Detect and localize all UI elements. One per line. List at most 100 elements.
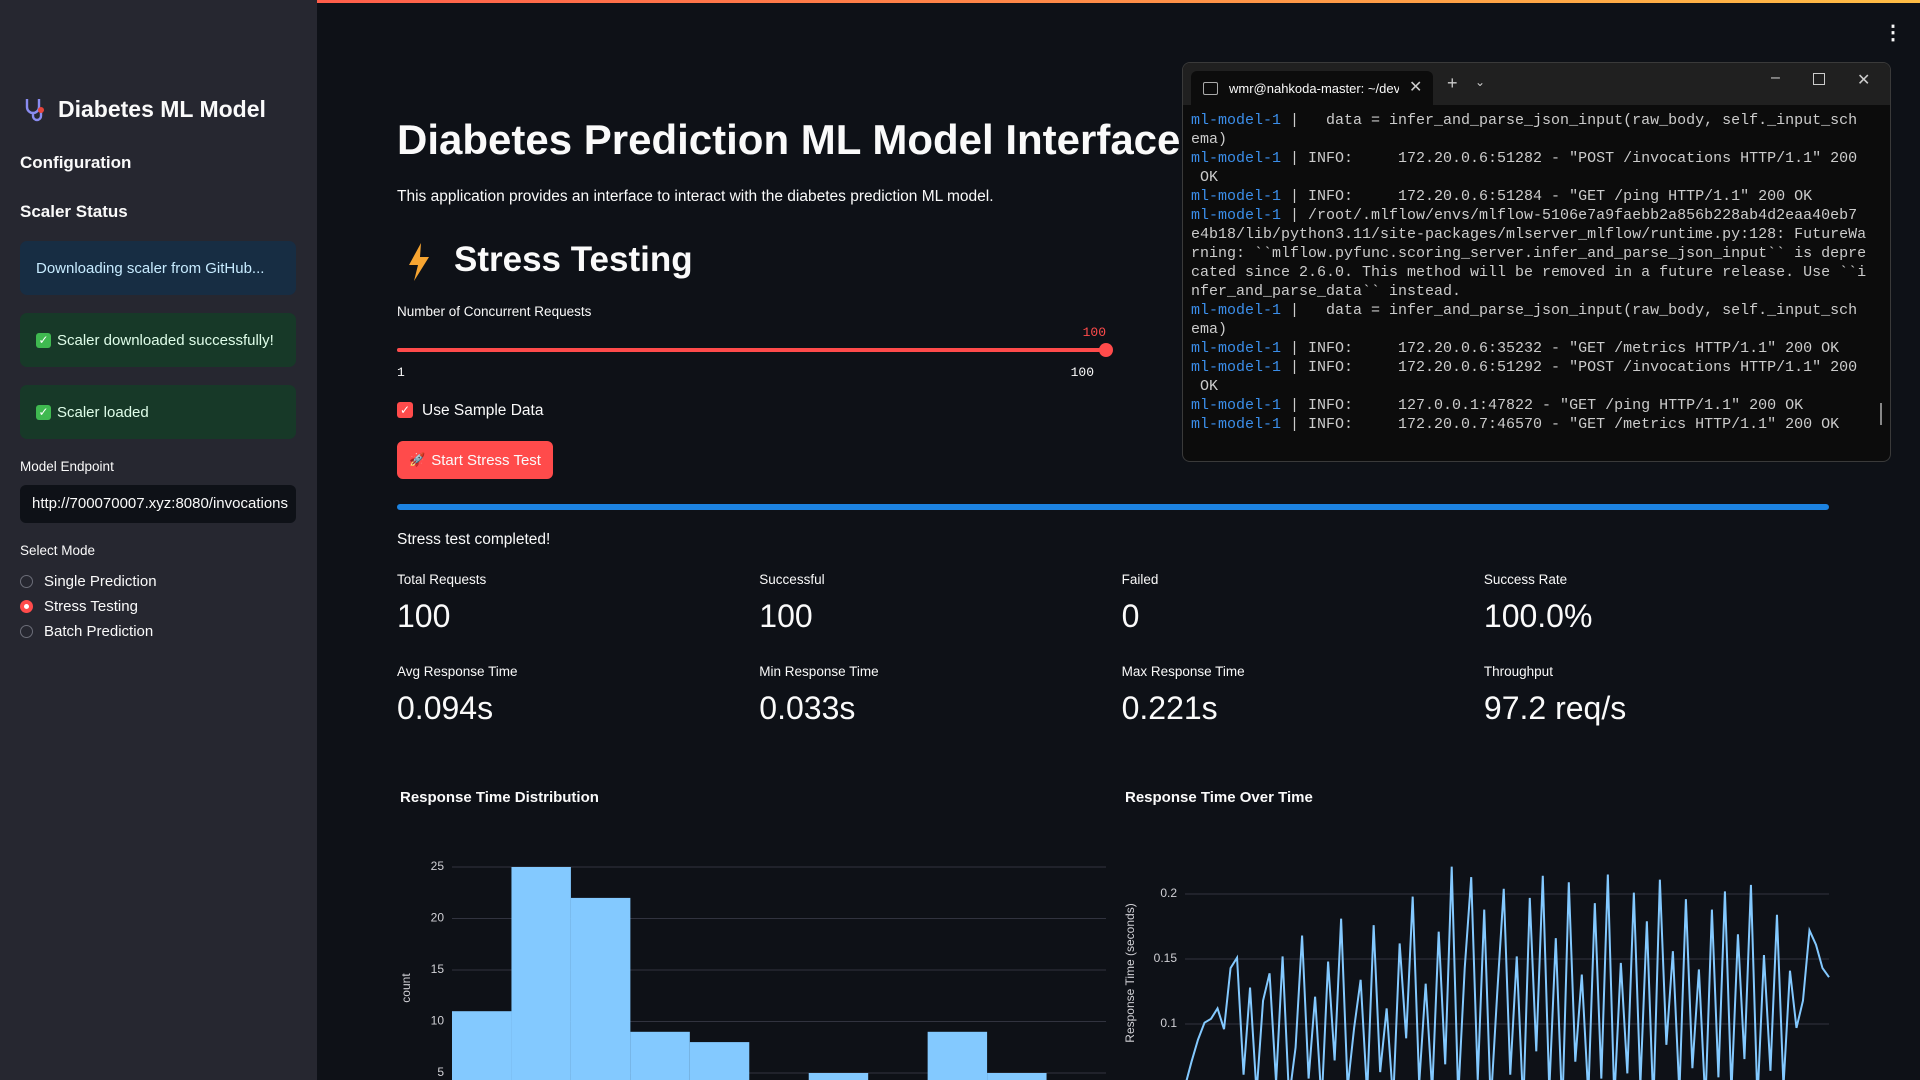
section-heading: Configuration <box>20 153 132 172</box>
message-text: Scaler loaded <box>57 403 149 421</box>
metric-label: Total Requests <box>397 572 487 587</box>
terminal-line: ema) <box>1191 320 1227 339</box>
radio-option[interactable]: Stress Testing <box>20 598 138 615</box>
line-text: OK <box>1191 378 1219 395</box>
button-label: Start Stress Test <box>431 451 541 469</box>
page-title: Diabetes Prediction ML Model Interface <box>397 116 1181 163</box>
terminal-tabbar: wmr@nahkoda-master: ~/dev ✕ + ⌄ – ✕ <box>1183 63 1890 105</box>
terminal-line: OK <box>1191 168 1218 187</box>
line-text: | INFO: 172.20.0.7:46570 - "GET /metrics… <box>1281 416 1840 433</box>
terminal-tab[interactable]: wmr@nahkoda-master: ~/dev ✕ <box>1191 71 1433 105</box>
line-text: | data = infer_and_parse_json_input(raw_… <box>1281 302 1858 319</box>
line-text: | INFO: 172.20.0.6:51284 - "GET /ping HT… <box>1281 188 1813 205</box>
service-name: ml-model-1 <box>1191 359 1282 376</box>
slider-max: 100 <box>1070 365 1094 380</box>
line-text: e4b18/lib/python3.11/site-packages/mlser… <box>1191 226 1867 243</box>
tab-dropdown[interactable]: ⌄ <box>1475 75 1486 89</box>
status-message: Downloading scaler from GitHub... <box>20 241 296 295</box>
y-tick-label: 20 <box>431 911 445 925</box>
metric-value: 0 <box>1121 598 1140 634</box>
y-axis-title: Response Time (seconds) <box>1123 903 1137 1042</box>
line-text: | INFO: 172.20.0.6:51282 - "POST /invoca… <box>1281 150 1858 167</box>
service-name: ml-model-1 <box>1191 416 1282 433</box>
menu-button[interactable]: ⋮ <box>1883 22 1903 44</box>
service-name: ml-model-1 <box>1191 207 1282 224</box>
start-button[interactable]: 🚀 Start Stress Test <box>397 441 553 479</box>
y-tick-label: 0.2 <box>1160 886 1177 900</box>
line-text: | INFO: 127.0.0.1:47822 - "GET /ping HTT… <box>1281 397 1804 414</box>
terminal-line: ml-model-1 | INFO: 172.20.0.6:51284 - "G… <box>1191 187 1812 206</box>
metric-label: Success Rate <box>1483 572 1568 587</box>
metric-label: Min Response Time <box>759 664 879 679</box>
metric-value: 100.0% <box>1483 598 1593 634</box>
service-name: ml-model-1 <box>1191 188 1282 205</box>
chart-title: Response Time Over Time <box>1125 789 1313 806</box>
status-message: ✓ Scaler downloaded successfully! <box>20 313 296 367</box>
tab-icon <box>1203 82 1218 95</box>
sidebar: Diabetes ML Model Configuration Scaler S… <box>0 0 317 1080</box>
line-text: ema) <box>1191 131 1228 148</box>
slider-thumb <box>1099 343 1113 357</box>
line-text: rning: ``mlflow.pyfunc.scoring_server.in… <box>1191 245 1867 262</box>
metric-label: Failed <box>1121 572 1159 587</box>
slider-min: 1 <box>397 365 405 380</box>
chart-title: Response Time Distribution <box>400 789 599 806</box>
radio-dot <box>20 600 33 613</box>
terminal-line: ml-model-1 | data = infer_and_parse_json… <box>1191 111 1857 130</box>
service-name: ml-model-1 <box>1191 302 1282 319</box>
bolt-icon <box>409 243 429 281</box>
terminal-line: ml-model-1 | INFO: 172.20.0.6:51282 - "P… <box>1191 149 1857 168</box>
terminal-line: ml-model-1 | INFO: 172.20.0.6:35232 - "G… <box>1191 339 1839 358</box>
section-heading: Scaler Status <box>20 202 128 221</box>
slider-fill <box>397 348 1106 352</box>
maximize[interactable] <box>1813 73 1825 85</box>
radio-option[interactable]: Batch Prediction <box>20 623 153 640</box>
terminal-line: cated since 2.6.0. This method will be r… <box>1191 263 1866 282</box>
line-text: cated since 2.6.0. This method will be r… <box>1191 264 1867 281</box>
minimize[interactable]: – <box>1771 69 1780 86</box>
scrollbar <box>1880 403 1882 425</box>
histogram-bar <box>570 897 631 1080</box>
app-icon <box>25 99 44 122</box>
endpoint-input[interactable]: http://700070007.xyz:8080/invocations <box>20 485 296 523</box>
histogram-bar <box>452 1011 512 1080</box>
service-name: ml-model-1 <box>1191 397 1282 414</box>
message-text: Scaler downloaded successfully! <box>57 331 274 349</box>
histogram-bar <box>987 1073 1047 1080</box>
histogram-bar <box>511 867 571 1080</box>
terminal-line: rning: ``mlflow.pyfunc.scoring_server.in… <box>1191 244 1866 263</box>
y-tick-label: 25 <box>431 859 445 873</box>
line-series <box>1185 866 1830 1080</box>
radio-label: Batch Prediction <box>44 623 154 640</box>
histogram-bar <box>630 1031 690 1080</box>
new-tab[interactable]: + <box>1447 73 1458 93</box>
sidebar-title: Diabetes ML Model <box>58 96 266 122</box>
checkbox[interactable]: ✓ <box>397 402 413 418</box>
check-icon: ✓ <box>36 332 51 348</box>
line-text: | INFO: 172.20.0.6:35232 - "GET /metrics… <box>1281 340 1840 357</box>
status-text: Stress test completed! <box>397 531 551 548</box>
metric-value: 0.094s <box>397 690 494 726</box>
close[interactable]: ✕ <box>1857 72 1871 89</box>
radio-option[interactable]: Single Prediction <box>20 573 157 590</box>
metric-value: 0.221s <box>1121 690 1218 726</box>
y-axis-title: count <box>399 973 413 1003</box>
terminal-line: ml-model-1 | /root/.mlflow/envs/mlflow-5… <box>1191 206 1857 225</box>
line-text: nfer_and_parse_data`` instead. <box>1191 283 1462 300</box>
line-text: | data = infer_and_parse_json_input(raw_… <box>1281 112 1858 129</box>
message-text: Downloading scaler from GitHub... <box>36 259 265 277</box>
y-tick-label: 15 <box>431 962 445 976</box>
slider-value: 100 <box>1082 325 1106 340</box>
histogram-bar <box>689 1042 750 1080</box>
terminal-line: ml-model-1 | INFO: 172.20.0.6:51292 - "P… <box>1191 358 1857 377</box>
terminal-line: ml-model-1 | data = infer_and_parse_json… <box>1191 301 1857 320</box>
service-name: ml-model-1 <box>1191 150 1282 167</box>
terminal-line: ml-model-1 | INFO: 127.0.0.1:47822 - "GE… <box>1191 396 1803 415</box>
terminal-window: wmr@nahkoda-master: ~/dev ✕ + ⌄ – ✕ ml-m… <box>1182 62 1891 462</box>
checkbox-label: Use Sample Data <box>422 402 544 419</box>
metric-value: 100 <box>397 598 451 634</box>
metric-value: 97.2 req/s <box>1483 690 1627 726</box>
tab-close[interactable]: ✕ <box>1409 79 1423 96</box>
